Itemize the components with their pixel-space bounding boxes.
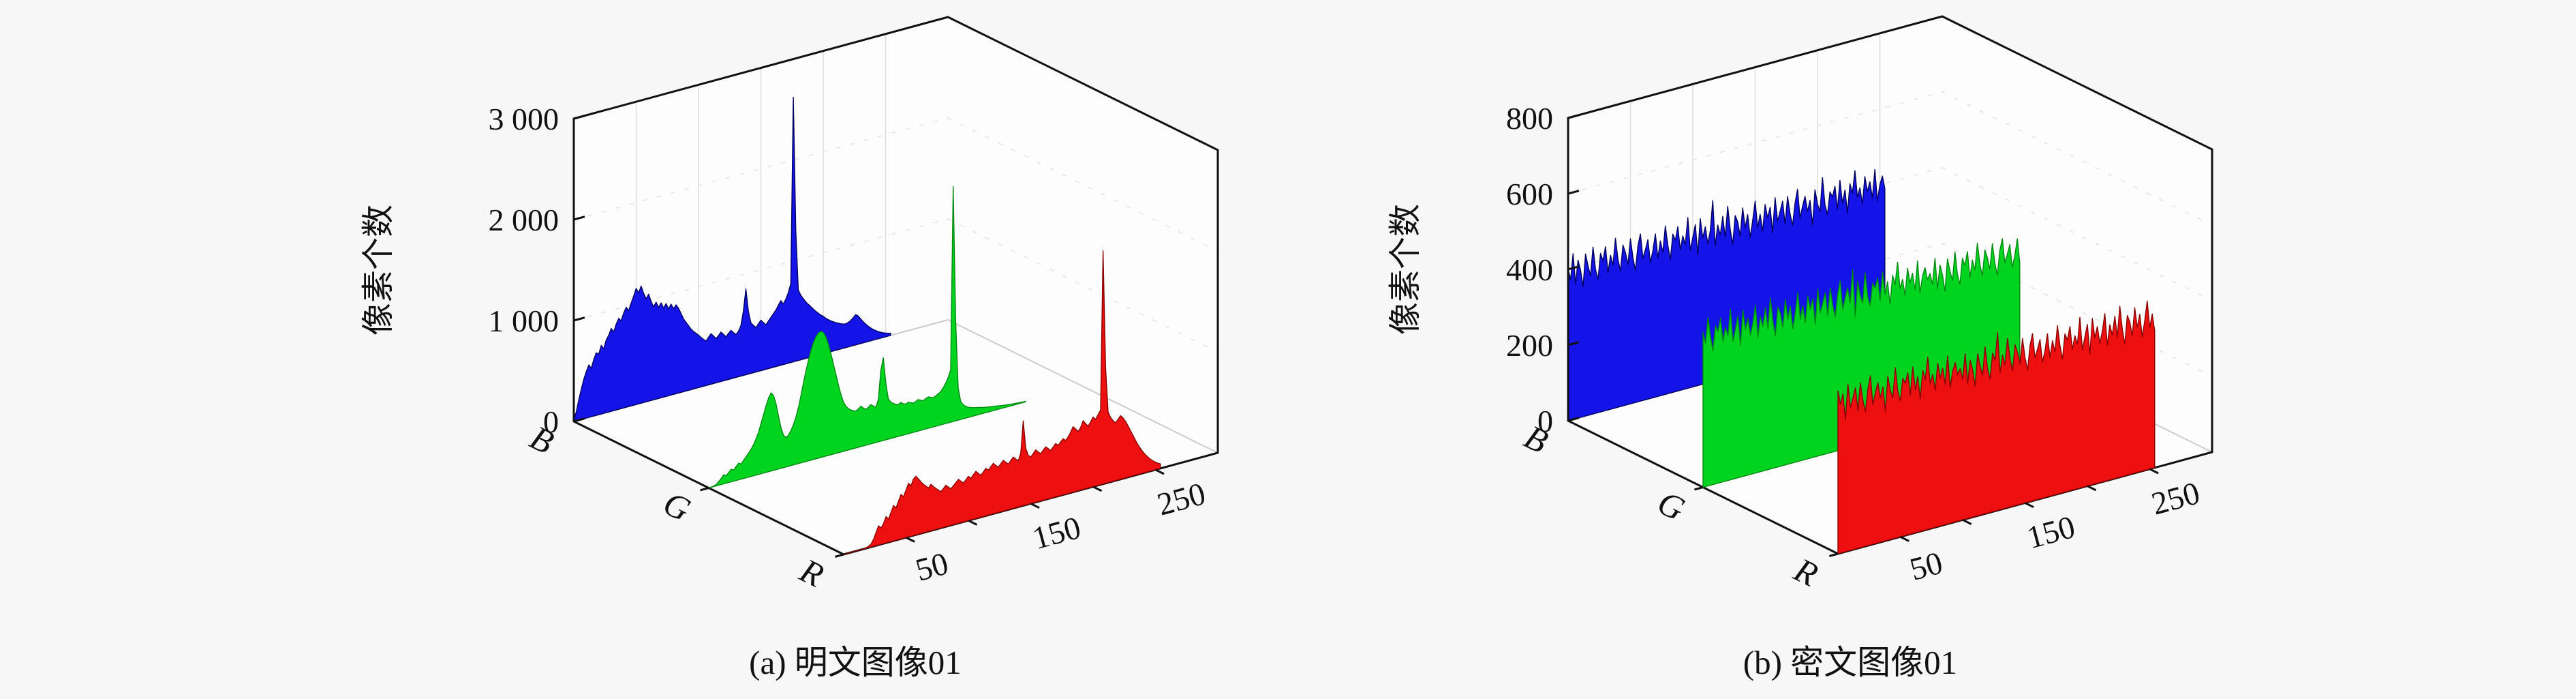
row-tick (1694, 486, 1704, 491)
z-tick (573, 417, 585, 423)
x-tick (1962, 518, 1972, 525)
z-tick (1567, 341, 1580, 346)
z-tick (1567, 265, 1580, 271)
z-tick-label: 600 (1506, 177, 1553, 211)
z-tick (573, 115, 585, 120)
z-tick-label: 0 (1537, 404, 1553, 438)
z-tick-label: 1 000 (489, 303, 559, 338)
x-tick-label: 50 (1906, 545, 1946, 587)
x-tick (2024, 502, 2034, 509)
ribbon-B (573, 97, 891, 422)
x-tick-label: 150 (2023, 509, 2079, 556)
z-tick-label: 3 000 (489, 102, 559, 136)
z-tick (573, 316, 585, 322)
row-label-G: G (1652, 483, 1691, 528)
z-tick-label: 400 (1506, 252, 1553, 287)
z-tick (1567, 114, 1580, 119)
row-tick (835, 553, 844, 558)
x-tick (968, 519, 978, 526)
ribbon-R (1837, 300, 2156, 554)
chart-b-group: 0 200 400 600 800 50 150 250 B G R 像素个数 (1387, 15, 2213, 594)
x-tick-label: 250 (2148, 475, 2204, 522)
x-tick (1899, 535, 1910, 542)
ribbon-B (1567, 168, 1886, 421)
x-tick (2087, 485, 2097, 492)
z-axis-title: 像素个数 (1387, 204, 1424, 335)
row-label-R: R (1788, 550, 1824, 593)
ribbon-G (1702, 238, 2021, 488)
row-label-G: G (658, 484, 696, 529)
z-tick (1567, 417, 1580, 422)
z-tick-label: 0 (543, 404, 559, 439)
caption-a: (a) 明文图像01 (749, 644, 962, 681)
row-label-B: B (524, 418, 559, 462)
x-tick (1030, 503, 1040, 509)
ribbon-R (843, 250, 1161, 555)
x-tick-label: 50 (912, 546, 952, 588)
chart-a-group: 0 1 000 2 000 3 000 50 150 250 B G R 像素个数 (361, 16, 1219, 595)
row-tick (700, 487, 709, 492)
z-tick (573, 215, 585, 221)
x-tick (1154, 469, 1165, 475)
row-tick (1829, 552, 1839, 557)
plot-walls (574, 17, 1218, 554)
z-axis-title: 像素个数 (361, 205, 397, 336)
ribbon-G (708, 185, 1026, 489)
z-tick (1567, 190, 1580, 195)
x-tick (1092, 486, 1103, 492)
z-tick-label: 800 (1506, 101, 1553, 136)
x-tick (2149, 468, 2159, 475)
row-label-B: B (1518, 417, 1554, 461)
x-tick-label: 150 (1029, 510, 1085, 556)
row-label-R: R (794, 550, 830, 594)
caption-b: (b) 密文图像01 (1743, 644, 1958, 681)
z-tick-label: 200 (1506, 328, 1553, 363)
x-tick-label: 250 (1154, 476, 1210, 522)
x-tick (905, 536, 915, 543)
z-tick-label: 2 000 (489, 203, 559, 237)
